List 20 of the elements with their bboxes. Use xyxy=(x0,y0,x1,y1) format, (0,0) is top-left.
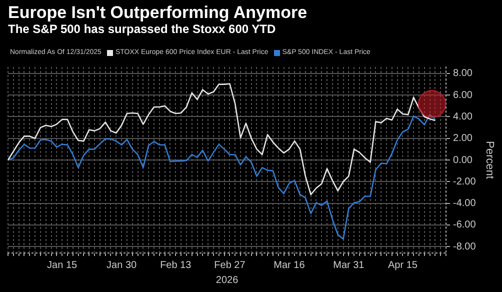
y-tick-label: -2.00 xyxy=(453,176,476,188)
chart-subtitle: The S&P 500 has surpassed the Stoxx 600 YTD xyxy=(8,22,276,36)
x-tick-label: Jan 30 xyxy=(106,260,138,271)
y-tick-label: 2.00 xyxy=(453,133,473,144)
x-tick-label: Feb 13 xyxy=(160,260,192,271)
y-tick-label: 6.00 xyxy=(453,90,473,101)
x-tick-label: Mar 31 xyxy=(333,260,365,271)
y-tick-label: -6.00 xyxy=(453,220,476,231)
y-tick-label: 0.00 xyxy=(453,154,473,166)
x-axis-title: 2026 xyxy=(216,274,239,286)
x-tick-label: Feb 27 xyxy=(214,260,246,271)
x-tick-label: Apr 15 xyxy=(388,260,418,271)
y-tick-label: 8.00 xyxy=(453,68,473,80)
y-axis-title: Percent xyxy=(483,141,496,179)
chart-title: Europe Isn't Outperforming Anymore xyxy=(8,3,308,23)
y-tick-label: -4.00 xyxy=(453,198,476,210)
y-tick-label: -8.00 xyxy=(453,241,476,252)
y-tick-label: 4.00 xyxy=(453,111,473,122)
x-tick-label: Mar 16 xyxy=(274,260,306,271)
x-tick-label: Jan 15 xyxy=(47,260,78,271)
